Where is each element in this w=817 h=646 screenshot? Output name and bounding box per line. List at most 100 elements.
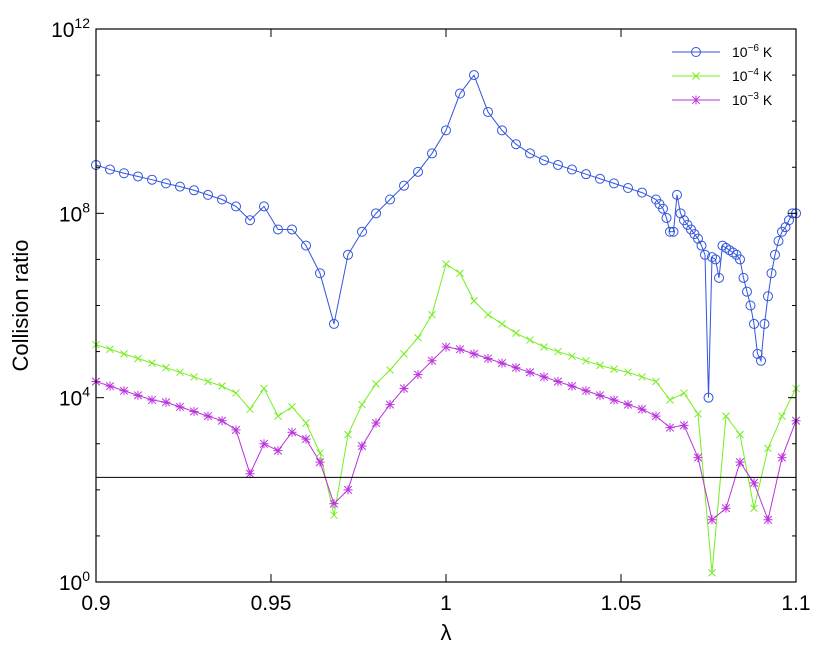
data-point — [539, 372, 549, 382]
data-point — [742, 286, 752, 297]
data-point — [638, 373, 646, 381]
data-point — [147, 174, 157, 185]
data-point — [736, 430, 744, 439]
data-point — [315, 268, 325, 279]
data-point — [694, 409, 702, 418]
data-point — [204, 377, 212, 386]
data-point — [274, 412, 282, 420]
legend-label: 10−6 K — [732, 43, 773, 60]
data-point — [246, 405, 254, 414]
data-point — [483, 106, 493, 117]
data-point — [728, 247, 738, 258]
data-point — [120, 350, 128, 358]
data-point — [148, 359, 156, 367]
data-point — [217, 194, 227, 205]
data-point — [259, 439, 269, 449]
y-axis-title: Collision ratio — [8, 239, 33, 371]
data-point — [329, 499, 339, 509]
data-point — [721, 242, 731, 253]
data-point — [400, 350, 408, 358]
data-point — [442, 260, 450, 268]
x-axis-title: λ — [441, 620, 452, 645]
data-point — [756, 355, 766, 366]
data-point — [679, 420, 689, 430]
data-point — [707, 515, 717, 525]
data-point — [273, 224, 283, 235]
data-point — [119, 168, 129, 179]
data-point — [147, 395, 157, 405]
data-point — [427, 148, 437, 159]
x-tick-label: 0.9 — [81, 592, 110, 615]
data-point — [722, 412, 730, 420]
data-point — [581, 169, 591, 180]
data-point — [357, 441, 367, 451]
data-point — [357, 226, 367, 237]
data-point — [456, 269, 464, 278]
data-point — [455, 88, 465, 99]
data-point — [773, 235, 784, 246]
data-point — [623, 182, 633, 193]
data-point — [624, 368, 632, 377]
data-point — [651, 411, 661, 421]
data-point — [652, 377, 660, 386]
data-point — [483, 353, 493, 363]
data-point — [708, 568, 716, 577]
data-point — [778, 412, 786, 420]
data-point — [469, 349, 479, 359]
data-point — [764, 444, 772, 453]
data-point — [554, 347, 562, 356]
data-point — [301, 434, 311, 444]
data-point — [750, 504, 758, 513]
series-1 — [92, 260, 800, 577]
data-point — [414, 333, 422, 342]
data-point — [703, 392, 714, 403]
data-point — [721, 503, 731, 513]
data-point — [372, 379, 380, 388]
data-point — [260, 384, 268, 393]
data-point — [371, 418, 381, 428]
data-point — [203, 189, 213, 200]
data-point — [745, 300, 756, 311]
data-point — [189, 406, 199, 416]
data-point — [302, 419, 310, 427]
data-point — [668, 226, 679, 237]
data-point — [595, 390, 605, 400]
data-point — [329, 318, 339, 329]
data-point — [287, 427, 297, 437]
data-point — [526, 336, 534, 344]
data-point — [567, 381, 577, 391]
data-point — [386, 366, 394, 374]
x-tick-label: 1 — [440, 592, 452, 615]
data-point — [749, 318, 759, 329]
data-point — [707, 252, 717, 263]
data-point — [714, 272, 724, 283]
data-point — [385, 400, 395, 410]
data-point — [330, 511, 338, 520]
x-tick-label: 1.05 — [601, 592, 642, 615]
data-point — [567, 164, 577, 175]
ticks-layer: 0.9 0.95 1 1.05 1.1 100 104 108 1012 — [51, 15, 811, 615]
data-point — [301, 240, 311, 251]
legend-marker — [692, 72, 700, 80]
data-point — [399, 383, 409, 393]
data-point — [441, 342, 451, 352]
data-point — [763, 291, 773, 302]
data-point — [217, 416, 227, 426]
data-point — [371, 208, 381, 219]
data-point — [568, 352, 576, 361]
x-tick-label: 0.95 — [251, 592, 292, 615]
data-point — [455, 344, 465, 354]
data-point — [133, 390, 143, 400]
data-point — [385, 194, 395, 205]
data-point — [344, 430, 352, 439]
data-point — [428, 310, 436, 319]
data-point — [658, 203, 668, 214]
data-point — [609, 395, 619, 405]
data-point — [666, 396, 674, 404]
data-point — [245, 215, 255, 226]
data-point — [245, 469, 255, 479]
data-point — [358, 400, 366, 409]
x-tick-label: 1.1 — [781, 592, 810, 615]
data-point — [610, 365, 618, 373]
